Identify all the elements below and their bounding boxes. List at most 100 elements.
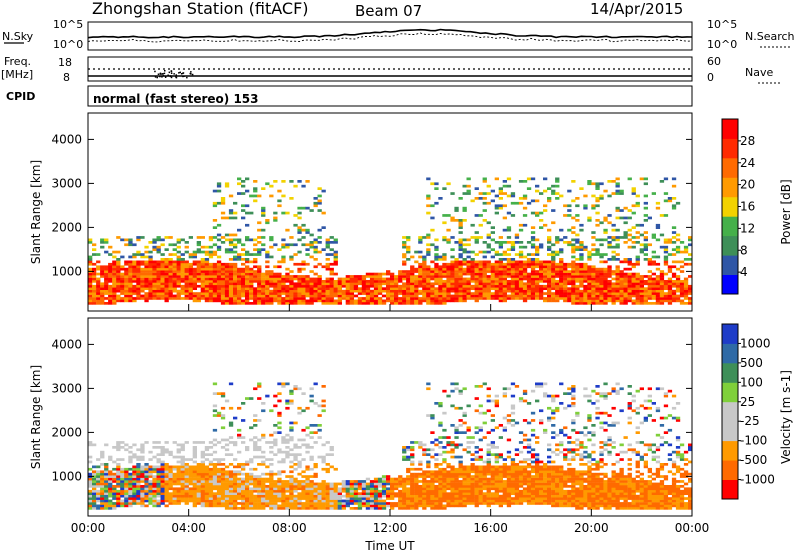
- power-cell: [498, 280, 503, 283]
- power-cell: [96, 253, 101, 256]
- velocity-cell: [466, 404, 471, 408]
- power-cell: [204, 262, 210, 266]
- power-cell: [530, 211, 536, 215]
- power-cell: [148, 297, 153, 300]
- velocity-cell: [313, 475, 318, 478]
- power-cell: [651, 277, 656, 281]
- velocity-cell: [373, 485, 379, 488]
- power-cell: [233, 272, 238, 276]
- power-cell: [555, 180, 560, 183]
- velocity-cell: [108, 492, 113, 495]
- velocity-cell: [204, 475, 210, 478]
- power-cell: [112, 277, 117, 281]
- power-cell: [434, 262, 439, 266]
- velocity-cell: [237, 497, 242, 500]
- power-cell: [559, 294, 564, 298]
- power-cell: [458, 287, 463, 290]
- power-cell: [631, 280, 636, 283]
- power-cell: [607, 270, 612, 273]
- velocity-cell: [369, 485, 375, 488]
- power-cell: [482, 272, 487, 276]
- velocity-cell: [192, 504, 197, 508]
- velocity-cell: [92, 475, 97, 478]
- power-cell: [116, 267, 121, 271]
- power-cell: [478, 277, 483, 281]
- power-cell: [663, 245, 669, 249]
- velocity-cell: [430, 492, 435, 495]
- power-cell: [144, 297, 149, 300]
- colorbar-tick-label: 20: [740, 178, 755, 192]
- power-cell: [192, 292, 197, 295]
- power-cell: [591, 299, 596, 303]
- velocity-cell: [357, 480, 363, 483]
- velocity-cell: [257, 480, 262, 483]
- power-cell: [313, 294, 318, 298]
- power-cell: [365, 297, 371, 300]
- power-cell: [635, 262, 640, 266]
- power-cell: [261, 236, 266, 239]
- velocity-cell: [373, 477, 379, 481]
- power-cell: [208, 299, 214, 303]
- velocity-cell: [132, 497, 137, 500]
- power-cell: [365, 272, 371, 276]
- velocity-cell: [345, 492, 350, 495]
- velocity-cell: [450, 477, 455, 481]
- velocity-cell: [249, 504, 254, 508]
- power-cell: [575, 292, 580, 295]
- power-cell: [220, 267, 226, 271]
- power-cell: [281, 180, 286, 183]
- power-cell: [595, 204, 600, 208]
- velocity-cell: [124, 443, 129, 447]
- velocity-cell: [237, 477, 242, 481]
- power-cell: [200, 287, 205, 290]
- velocity-cell: [329, 497, 334, 500]
- velocity-cell: [108, 489, 113, 493]
- power-cell: [269, 277, 274, 281]
- power-cell: [522, 297, 528, 300]
- power-cell: [474, 236, 479, 239]
- power-cell: [116, 280, 121, 283]
- power-cell: [607, 214, 612, 217]
- power-cell: [386, 270, 391, 273]
- power-cell: [293, 287, 298, 290]
- power-cell: [583, 294, 588, 298]
- power-cell: [422, 275, 427, 278]
- velocity-cell: [128, 502, 133, 505]
- power-cell: [160, 253, 165, 256]
- velocity-cell: [100, 463, 105, 466]
- power-cell: [333, 238, 338, 242]
- velocity-cell: [184, 467, 189, 471]
- power-cell: [204, 280, 210, 283]
- power-cell: [418, 297, 423, 300]
- power-cell: [486, 294, 491, 298]
- velocity-cell: [164, 482, 169, 486]
- velocity-cell: [200, 480, 205, 483]
- power-cell: [466, 280, 471, 283]
- power-cell: [494, 297, 499, 300]
- power-cell: [426, 282, 431, 286]
- power-cell: [394, 287, 399, 290]
- power-cell: [571, 292, 576, 295]
- velocity-cell: [410, 446, 415, 449]
- velocity-cell: [353, 487, 359, 491]
- power-cell: [265, 250, 270, 254]
- power-cell: [224, 182, 230, 186]
- power-cell: [200, 277, 205, 281]
- power-cell: [353, 302, 359, 305]
- power-cell: [128, 275, 133, 278]
- power-cell: [510, 241, 516, 244]
- power-cell: [309, 302, 314, 305]
- power-cell: [373, 294, 379, 298]
- power-cell: [567, 214, 572, 217]
- velocity-cell: [168, 467, 173, 471]
- velocity-cell: [426, 475, 431, 478]
- power-cell: [498, 245, 503, 249]
- power-cell: [494, 241, 499, 244]
- power-cell: [623, 231, 628, 234]
- power-cell: [651, 236, 656, 239]
- power-cell: [571, 248, 576, 251]
- power-cell: [144, 265, 149, 269]
- velocity-cell: [88, 472, 93, 476]
- velocity-cell: [458, 463, 463, 466]
- power-cell: [418, 262, 423, 266]
